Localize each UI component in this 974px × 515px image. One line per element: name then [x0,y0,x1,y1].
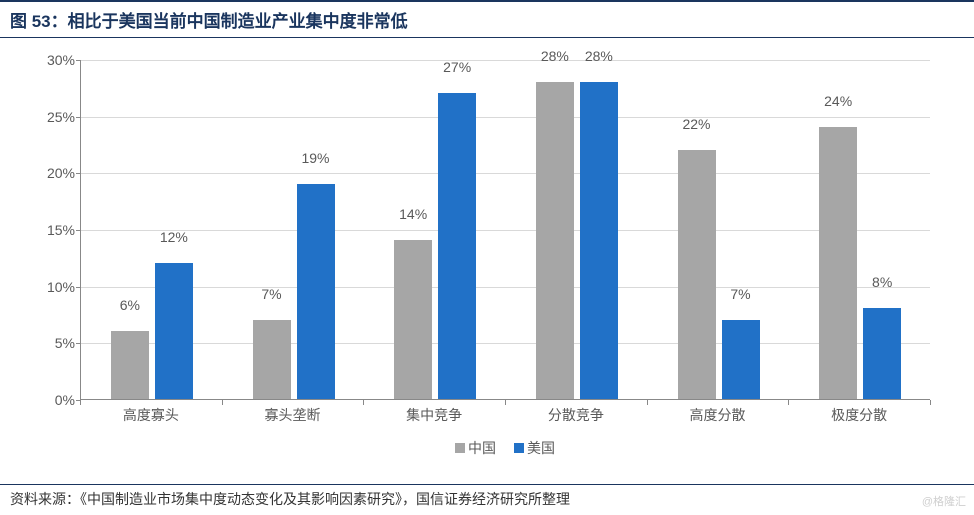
bar [536,82,574,399]
bar [722,320,760,399]
y-tick-label: 10% [30,279,75,295]
source-rule [0,484,974,485]
bar-value-label: 24% [824,93,852,109]
x-tick [930,400,931,405]
y-tick [76,173,81,174]
x-tick-label: 高度分散 [690,405,746,425]
x-tick [788,400,789,405]
y-tick [76,60,81,61]
grid-line [81,60,930,61]
bar-value-label: 28% [541,48,569,64]
y-tick [76,117,81,118]
bar-value-label: 19% [301,150,329,166]
chart-title: 图 53：相比于美国当前中国制造业产业集中度非常低 [0,0,974,38]
y-tick [76,287,81,288]
bar [819,127,857,399]
grid-line [81,287,930,288]
x-tick [647,400,648,405]
y-tick [76,230,81,231]
bar [863,308,901,399]
y-tick-label: 20% [30,165,75,181]
legend-label: 美国 [527,438,555,458]
legend: 中国 美国 [80,438,930,458]
bar [678,150,716,399]
chart-container: 0% 5% 10% 15% 20% 25% 30% 6% 12% 7% 19% 14% 27% 28% 2… [30,50,944,460]
bar [438,93,476,399]
x-tick [222,400,223,405]
x-tick [80,400,81,405]
x-tick [505,400,506,405]
bar [155,263,193,399]
bar-value-label: 6% [120,297,140,313]
y-tick-label: 15% [30,222,75,238]
x-tick-label: 分散竞争 [548,405,604,425]
x-tick-label: 寡头垄断 [265,405,321,425]
legend-swatch [514,443,524,453]
bar [253,320,291,399]
plot-area: 6%12%7%19%14%27%28%28%22%7%24%8% [80,60,930,400]
legend-item: 美国 [514,438,555,458]
y-tick-label: 0% [30,392,75,408]
bar-value-label: 14% [399,206,427,222]
legend-swatch [455,443,465,453]
y-tick-label: 5% [30,335,75,351]
x-tick [363,400,364,405]
legend-item: 中国 [455,438,496,458]
source-text: 资料来源：《中国制造业市场集中度动态变化及其影响因素研究》，国信证券经济研究所整… [10,489,570,509]
bar-value-label: 8% [872,274,892,290]
bar [297,184,335,399]
grid-line [81,343,930,344]
bar-value-label: 27% [443,59,471,75]
x-tick-label: 高度寡头 [123,405,179,425]
grid-line [81,173,930,174]
bar [111,331,149,399]
watermark: @格隆汇 [922,493,966,509]
grid-line [81,230,930,231]
bar-value-label: 28% [585,48,613,64]
y-tick-label: 25% [30,109,75,125]
grid-line [81,117,930,118]
bar-value-label: 7% [261,286,281,302]
x-tick-label: 极度分散 [831,405,887,425]
bar [580,82,618,399]
bar-value-label: 12% [160,229,188,245]
bar-value-label: 7% [730,286,750,302]
legend-label: 中国 [468,438,496,458]
bar-value-label: 22% [682,116,710,132]
bar [394,240,432,399]
y-tick [76,343,81,344]
y-tick-label: 30% [30,52,75,68]
x-tick-label: 集中竞争 [406,405,462,425]
